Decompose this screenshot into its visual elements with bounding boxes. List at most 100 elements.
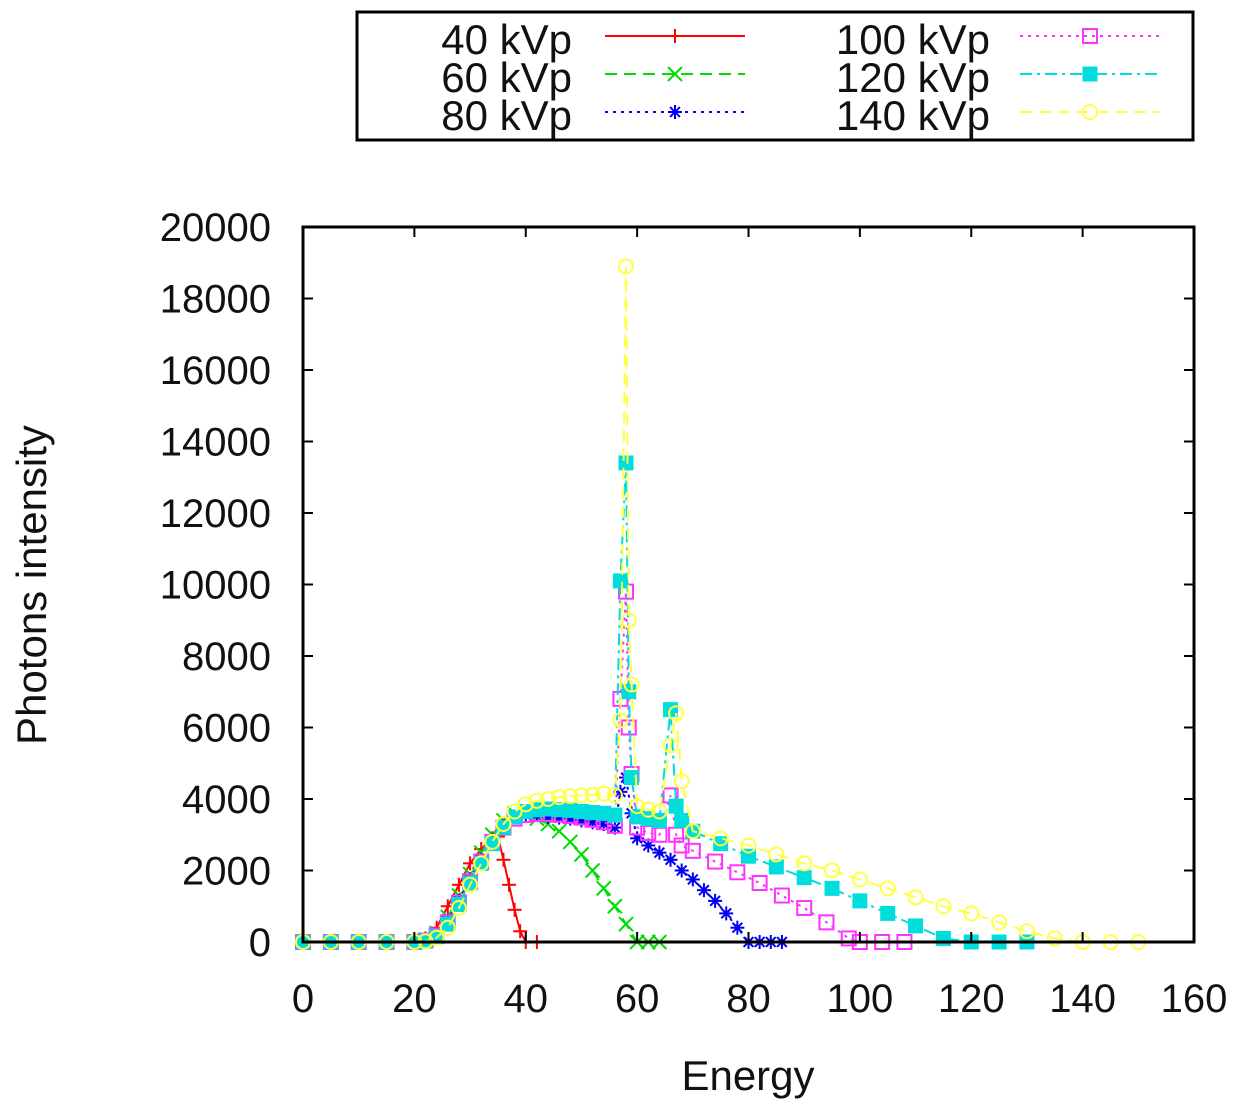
- data-point: [879, 880, 896, 897]
- data-point: [729, 864, 746, 881]
- data-point: [612, 573, 628, 589]
- data-point: [662, 737, 679, 754]
- data-point: [573, 846, 590, 863]
- data-point: [684, 842, 701, 859]
- data-point: [740, 837, 757, 854]
- data-point: [617, 258, 634, 275]
- data-point: [551, 789, 568, 806]
- legend-label: 40 kVp: [441, 16, 572, 63]
- data-point: [751, 875, 768, 892]
- data-point: [502, 877, 517, 892]
- data-point: [840, 930, 857, 947]
- x-tick-label: 100: [827, 977, 894, 1021]
- data-point: [495, 816, 512, 833]
- series-100-kvp: [295, 583, 913, 950]
- data-point: [851, 871, 868, 888]
- data-point: [673, 773, 690, 790]
- data-point: [741, 848, 756, 864]
- data-point: [768, 846, 785, 863]
- data-point: [651, 803, 668, 820]
- data-point: [562, 788, 579, 805]
- legend-label: 100 kVp: [836, 16, 990, 63]
- data-point: [640, 801, 657, 818]
- y-tick-label: 8000: [182, 635, 271, 679]
- legend-marker: [667, 66, 683, 82]
- data-point: [908, 918, 924, 934]
- data-point: [696, 883, 711, 898]
- data-point: [674, 863, 689, 878]
- y-tick-label: 16000: [160, 349, 271, 393]
- data-point: [562, 834, 579, 850]
- data-point: [1018, 923, 1035, 940]
- data-point: [991, 914, 1008, 931]
- y-tick-label: 4000: [182, 778, 271, 822]
- data-point: [428, 929, 445, 946]
- legend-label: 140 kVp: [836, 92, 990, 139]
- data-point: [852, 893, 868, 909]
- data-point: [663, 852, 678, 867]
- data-point: [496, 852, 511, 867]
- y-tick-label: 12000: [160, 492, 271, 536]
- y-tick-label: 14000: [160, 421, 271, 465]
- data-point: [652, 845, 667, 860]
- data-point: [880, 905, 896, 921]
- data-point: [506, 803, 523, 820]
- y-tick-label: 0: [249, 921, 271, 965]
- legend-label: 60 kVp: [441, 54, 572, 101]
- x-tick-label: 160: [1161, 977, 1228, 1021]
- series-line: [303, 462, 1027, 943]
- axis-ticks: 0 20 40 60 80 100 120 140 160 0 2000 4000 6000 8000 10…: [160, 206, 1228, 1021]
- series-line: [303, 266, 1139, 943]
- series-line: [303, 591, 905, 943]
- data-point: [907, 889, 924, 906]
- data-point: [685, 872, 700, 887]
- data-point: [824, 880, 840, 896]
- data-point: [484, 833, 501, 850]
- data-point: [507, 902, 522, 917]
- data-point: [668, 798, 684, 814]
- legend-marker: [668, 105, 682, 119]
- data-point: [730, 920, 745, 935]
- legend-box: [355, 10, 1195, 142]
- data-point: [607, 898, 623, 914]
- x-axis-label: Energy: [681, 1052, 814, 1099]
- data-point: [674, 812, 690, 828]
- y-tick-label: 10000: [160, 564, 271, 608]
- data-point: [528, 792, 545, 809]
- legend-item: 60 kVp: [441, 54, 745, 101]
- legend-marker: [1082, 66, 1098, 82]
- data-point: [612, 712, 629, 729]
- series-group: [295, 258, 1147, 950]
- data-point: [719, 906, 734, 921]
- data-point: [450, 900, 467, 917]
- data-point: [462, 876, 479, 893]
- x-tick-label: 140: [1049, 977, 1116, 1021]
- x-tick-label: 40: [504, 977, 549, 1021]
- data-point: [606, 787, 623, 804]
- data-point: [796, 900, 813, 917]
- data-point: [963, 905, 980, 922]
- data-point: [618, 916, 634, 932]
- data-point: [584, 862, 601, 879]
- y-tick-label: 2000: [182, 850, 271, 894]
- data-point: [629, 798, 646, 815]
- series-40-kvp: [296, 829, 544, 949]
- x-tick-label: 0: [292, 977, 314, 1021]
- x-tick-label: 60: [615, 977, 660, 1021]
- data-point: [707, 853, 724, 870]
- y-tick-label: 18000: [160, 278, 271, 322]
- series-line: [303, 835, 537, 943]
- legend-marker: [1082, 104, 1098, 120]
- data-point: [935, 898, 952, 915]
- legend-marker: [1082, 28, 1098, 44]
- data-point: [773, 887, 790, 904]
- legend-item: 120 kVp: [836, 54, 1160, 101]
- x-tick-label: 120: [938, 977, 1005, 1021]
- series-120-kvp: [295, 455, 1035, 950]
- plot-frame: [301, 225, 1196, 944]
- data-point: [623, 676, 640, 693]
- data-point: [595, 785, 612, 802]
